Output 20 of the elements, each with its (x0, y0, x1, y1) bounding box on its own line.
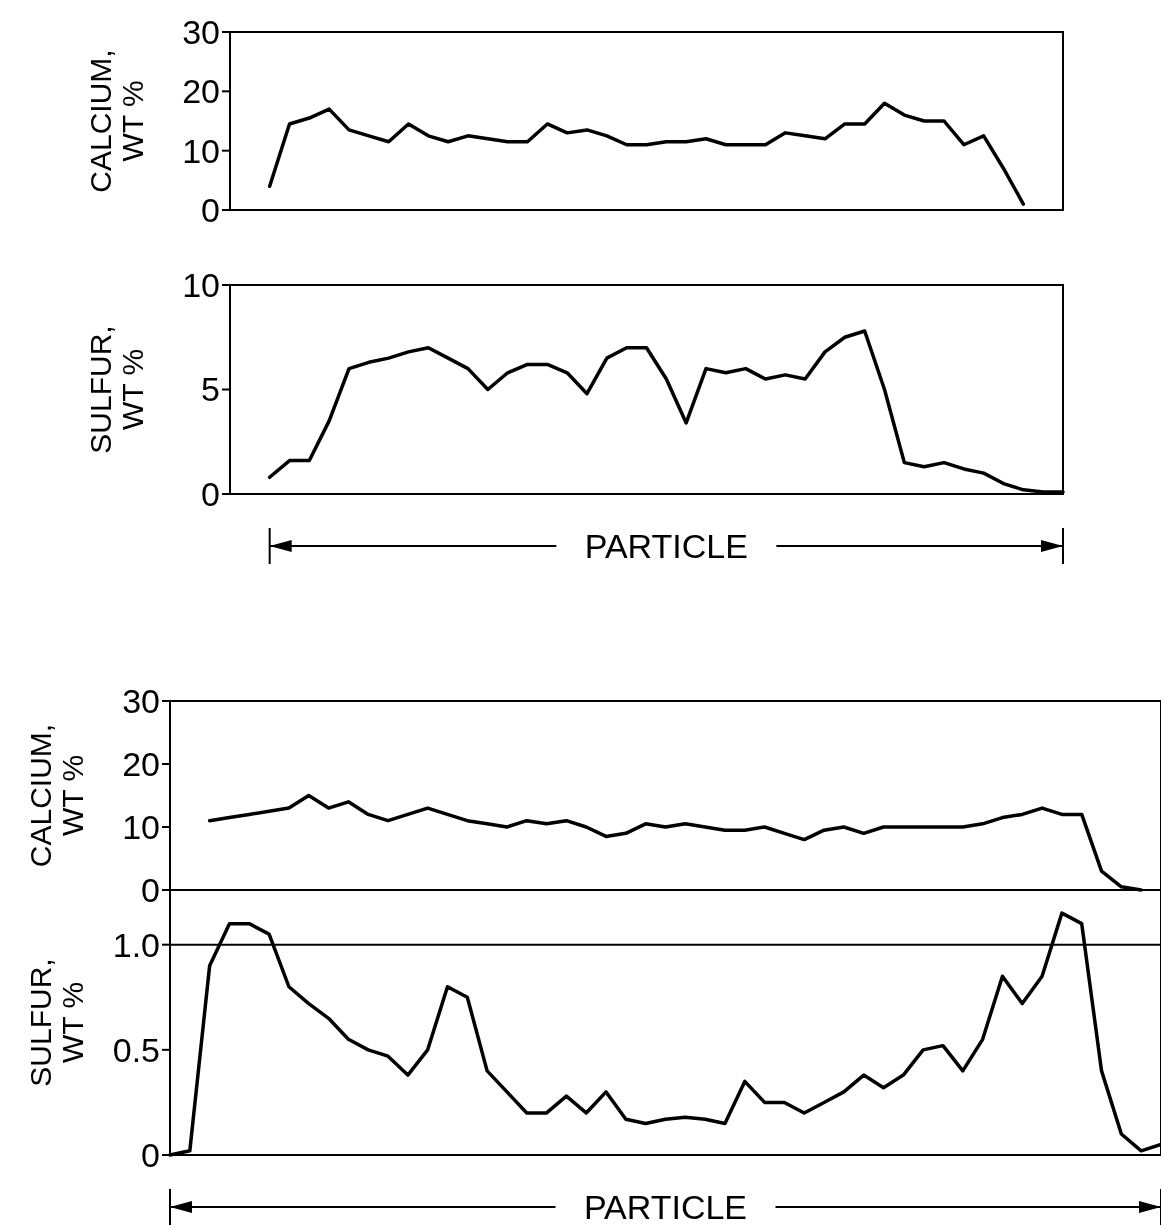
y-tick-label: 10 (182, 265, 220, 304)
y-tick-label: 0 (201, 474, 220, 513)
y-tick-label: 30 (122, 681, 160, 720)
y-tick-label: 30 (182, 12, 220, 51)
text: PARTICLE (583, 1187, 748, 1226)
text: PARTICLE (584, 526, 748, 565)
y-tick-label: 0 (141, 1135, 160, 1174)
y-axis-title: SULFUR, WT % (23, 958, 89, 1087)
y-axis-title: CALCIUM, WT % (83, 49, 149, 193)
y-tick-label: 10 (122, 807, 160, 846)
y-tick-label: 1.0 (112, 925, 160, 964)
y-axis-title: CALCIUM, WT % (23, 723, 89, 868)
y-tick-label: 0.5 (112, 1030, 160, 1069)
y-tick-label: 0 (141, 870, 160, 909)
y-tick-label: 0 (201, 190, 220, 229)
y-tick-label: 10 (182, 131, 220, 170)
y-tick-label: 20 (122, 744, 160, 783)
y-tick-label: 20 (182, 72, 220, 111)
y-tick-label: 5 (201, 370, 220, 409)
y-axis-title: SULFUR, WT % (83, 325, 149, 454)
